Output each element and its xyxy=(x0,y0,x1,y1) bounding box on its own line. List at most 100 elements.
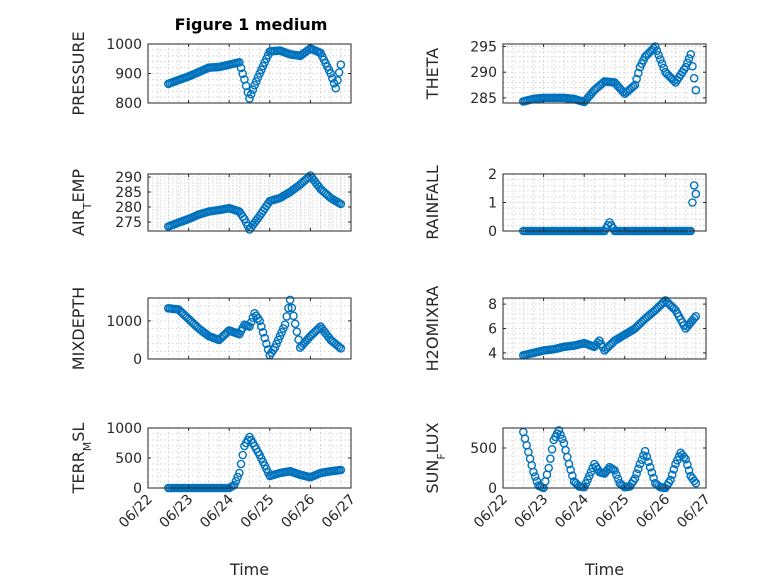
data-point xyxy=(556,430,565,439)
data-point xyxy=(630,474,640,483)
ylabel-2: AIRTEMP xyxy=(69,169,94,236)
data-point xyxy=(644,457,653,467)
data-point xyxy=(336,465,346,475)
data-point xyxy=(251,77,261,86)
ylabel-3: RAINFALL xyxy=(423,165,442,240)
data-point xyxy=(689,73,699,83)
data-point xyxy=(650,42,660,51)
y-tick-label: 0 xyxy=(488,481,497,497)
data-point xyxy=(686,49,696,59)
data-point xyxy=(287,303,297,313)
data-point xyxy=(284,303,293,313)
data-point xyxy=(684,54,694,63)
x-tick-label: 06/23 xyxy=(512,492,552,532)
data-point xyxy=(684,466,694,475)
data-point xyxy=(250,81,259,90)
data-point xyxy=(645,462,655,472)
y-tick-label: 4 xyxy=(488,346,497,362)
data-point xyxy=(292,327,302,336)
data-point xyxy=(235,468,244,478)
xlabel-time: Time xyxy=(584,560,624,579)
y-tick-label: 2 xyxy=(488,167,497,183)
data-point xyxy=(688,61,697,71)
data-point xyxy=(530,472,540,481)
data-point xyxy=(554,426,564,435)
y-tick-label: 285 xyxy=(470,91,497,107)
data-point xyxy=(681,454,691,464)
data-point xyxy=(679,452,689,462)
data-point xyxy=(566,465,575,475)
data-point xyxy=(689,314,699,323)
data-point xyxy=(334,68,344,77)
data-point xyxy=(245,94,254,103)
data-point xyxy=(336,60,346,69)
data-point xyxy=(262,339,271,349)
x-tick-label: 06/24 xyxy=(197,491,237,531)
data-point xyxy=(331,83,341,93)
data-point xyxy=(634,68,643,78)
ylabel-4: MIXDEPTH xyxy=(69,287,88,370)
data-point xyxy=(691,478,701,488)
data-point xyxy=(280,320,290,329)
ylabel-7: SUNFLUX xyxy=(423,422,448,493)
data-point xyxy=(634,464,643,474)
data-point xyxy=(333,76,342,85)
y-tick-label: 800 xyxy=(115,96,142,112)
ylabel-5: H2OMIXRA xyxy=(423,286,442,372)
data-point xyxy=(235,57,244,67)
data-point xyxy=(258,328,268,337)
subplot-h2omixra: 4 6 8 H2OMIXRA xyxy=(423,286,707,372)
data-point xyxy=(635,459,645,469)
y-tick-label: 1 xyxy=(488,196,497,212)
subplot-rainfall: 0 1 2 RAINFALL xyxy=(423,165,707,240)
data-point xyxy=(688,198,697,207)
ylabel-6: TERRMSL xyxy=(69,423,94,495)
data-point xyxy=(238,69,248,78)
x-tick-label: 06/23 xyxy=(157,492,197,532)
data-point xyxy=(630,80,640,90)
data-point xyxy=(231,476,241,486)
data-point xyxy=(547,445,557,454)
x-tick-label: 06/24 xyxy=(552,491,592,531)
data-point xyxy=(632,469,641,478)
data-point xyxy=(642,452,652,461)
data-point xyxy=(666,475,675,485)
data-point xyxy=(657,59,667,68)
subplot-mixdepth: 0 1000 MIXDEPTH xyxy=(69,287,352,370)
data-point xyxy=(652,46,662,56)
data-point xyxy=(290,319,300,329)
subplot-pressure: 800 900 1000 PRESSURE xyxy=(69,31,352,116)
y-tick-label: 1000 xyxy=(106,421,142,437)
y-tick-label: 500 xyxy=(470,441,497,457)
data-point xyxy=(647,468,657,477)
data-point xyxy=(289,311,298,321)
y-tick-label: 1000 xyxy=(106,314,142,330)
data-point xyxy=(691,189,701,199)
x-tick-label: 06/25 xyxy=(238,492,278,532)
data-point xyxy=(612,470,621,479)
data-point xyxy=(610,466,619,475)
subplot-theta: 285 290 295 THETA xyxy=(423,40,707,107)
y-tick-label: 0 xyxy=(488,224,497,240)
y-tick-label: 500 xyxy=(115,451,142,467)
data-point xyxy=(667,470,677,479)
data-point xyxy=(245,322,254,331)
data-point xyxy=(260,333,270,343)
data-point xyxy=(246,89,256,99)
data-point xyxy=(334,342,344,352)
subplot-terr-msl: 0 500 1000 06/22 06/23 06/24 06/25 06/26 06/27 TE… xyxy=(69,421,359,579)
data-point xyxy=(326,69,336,78)
data-point xyxy=(689,181,699,190)
y-tick-label: 290 xyxy=(115,170,142,186)
data-point xyxy=(544,463,553,473)
data-point xyxy=(691,85,701,95)
data-point xyxy=(236,459,246,469)
subplot-sun-flux: 0 500 06/22 06/23 06/24 06/25 06/26 06/27 SUNFLU… xyxy=(423,422,714,579)
y-tick-label: 280 xyxy=(115,200,142,216)
data-point xyxy=(238,450,248,460)
data-point xyxy=(233,472,242,482)
x-tick-label: 06/27 xyxy=(319,492,359,532)
y-tick-label: 900 xyxy=(115,67,142,83)
